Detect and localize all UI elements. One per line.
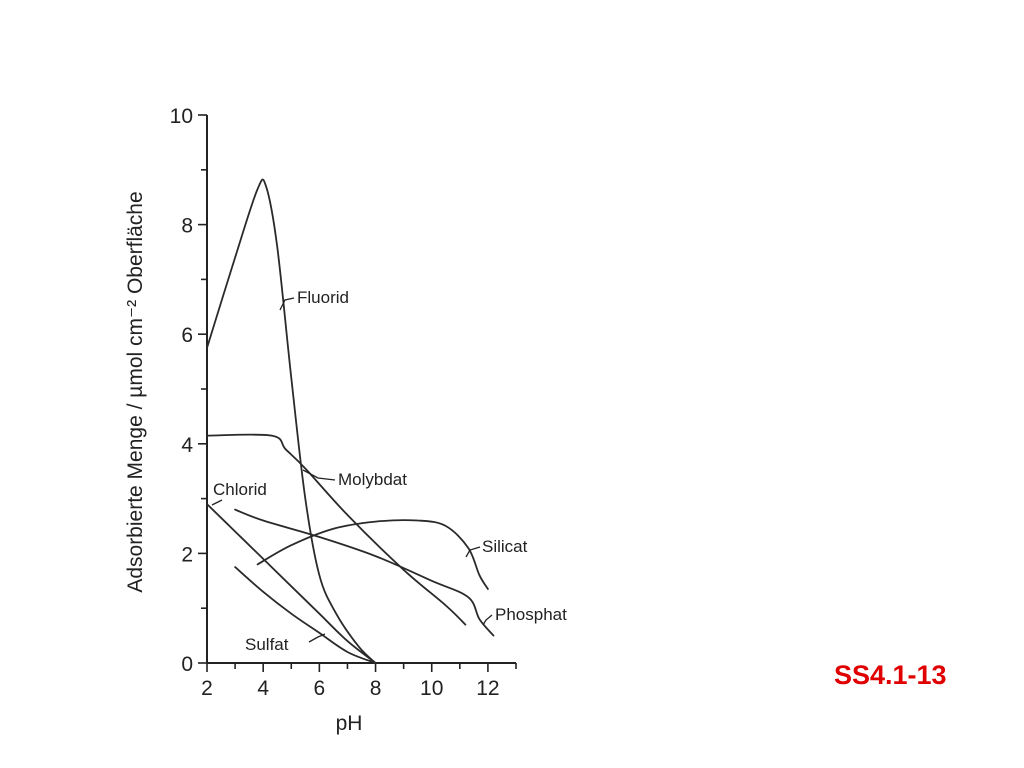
curves — [206, 178, 495, 664]
series-label-fluorid: Fluorid — [297, 288, 349, 307]
leader-line-silicat — [465, 546, 481, 558]
leader-line-fluorid — [279, 297, 295, 311]
leader-line-molybdat — [302, 469, 336, 481]
series-label-phosphat: Phosphat — [495, 605, 567, 624]
leader-line-chlorid — [211, 499, 223, 506]
curve-labels: Fluorid Molybdat Chlorid Silicat Phosphat Sul… — [211, 288, 567, 654]
series-line-sulfat — [234, 566, 377, 664]
x-tick-label: 10 — [420, 677, 443, 700]
x-tick-label: 12 — [476, 677, 499, 700]
series-line-molybdat — [206, 433, 467, 626]
x-tick-label: 8 — [370, 677, 382, 700]
leader-line-phosphat — [482, 614, 493, 626]
series-label-chlorid: Chlorid — [213, 480, 267, 499]
leader-line-sulfat — [308, 633, 326, 643]
x-axis-title: pH — [336, 712, 363, 735]
slide-id: SS4.1-13 — [834, 660, 947, 690]
y-tick-label: 2 — [181, 543, 193, 566]
x-tick-label: 6 — [314, 677, 326, 700]
x-tick-label: 2 — [201, 677, 213, 700]
y-tick-label: 8 — [181, 215, 193, 238]
y-axis-title: Adsorbierte Menge / µmol cm⁻² Oberfläche — [124, 191, 147, 592]
y-tick-label: 4 — [181, 434, 193, 457]
series-line-phosphat — [234, 508, 495, 637]
series-label-sulfat: Sulfat — [245, 635, 289, 654]
series-line-silicat — [256, 519, 489, 590]
series-label-silicat: Silicat — [482, 537, 528, 556]
series-line-fluorid — [206, 178, 377, 664]
x-tick-label: 4 — [257, 677, 269, 700]
y-tick-label: 0 — [181, 653, 193, 676]
series-line-chlorid — [206, 503, 377, 664]
series-label-molybdat: Molybdat — [338, 470, 407, 489]
y-tick-label: 6 — [181, 324, 193, 347]
y-tick-label: 10 — [170, 105, 193, 128]
